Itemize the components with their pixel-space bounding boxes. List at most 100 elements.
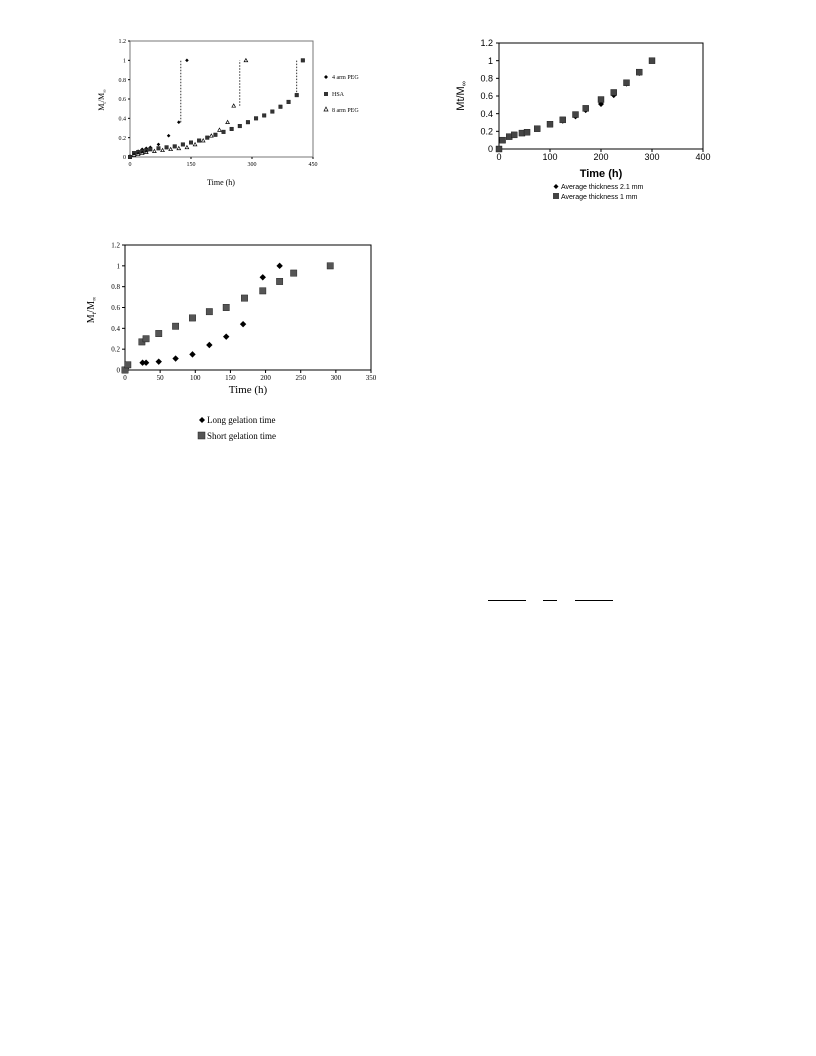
square-point xyxy=(259,287,267,295)
square-point xyxy=(270,109,275,114)
triangle-point xyxy=(160,147,165,153)
square-point xyxy=(127,154,132,159)
square-point xyxy=(559,116,566,124)
triangle-point xyxy=(131,152,137,157)
svg-text:Mt/M∞: Mt/M∞ xyxy=(97,89,108,111)
square-point xyxy=(172,322,180,330)
legend-marker-square xyxy=(553,193,559,199)
y-tick-label: 0.8 xyxy=(119,78,127,84)
diamond-point xyxy=(166,133,171,138)
x-tick-label: 250 xyxy=(295,374,306,382)
y-tick-label: 1.2 xyxy=(119,39,127,45)
x-tick-label: 0 xyxy=(496,152,501,162)
y-tick-label: 0.6 xyxy=(111,304,120,312)
square-point xyxy=(290,269,298,277)
x-tick-label: 400 xyxy=(695,152,710,162)
y-axis: 0 0.2 0.4 0.6 0.8 1 1.2 xyxy=(119,39,130,161)
y-tick-label: 0.2 xyxy=(111,346,120,354)
y-axis: 0 0.2 0.4 0.6 0.8 1 1.2 xyxy=(111,241,125,374)
triangle-point xyxy=(243,57,249,63)
triangle-point xyxy=(231,103,237,108)
legend-label-thickness-1: Average thickness 1 mm xyxy=(561,194,638,201)
square-point xyxy=(499,136,506,144)
svg-text:Mt/M∞: Mt/M∞ xyxy=(455,81,468,110)
square-point xyxy=(164,145,169,150)
svg-text:Mt/M∞: Mt/M∞ xyxy=(86,297,98,324)
y-tick-label: 1 xyxy=(488,56,493,66)
triangle-point xyxy=(200,138,206,143)
y-axis: 0 0.2 0.4 0.6 0.8 1 1.2 xyxy=(480,38,499,154)
square-point xyxy=(229,126,234,131)
diamond-point xyxy=(259,274,266,281)
y-tick-label: 0.4 xyxy=(480,109,493,119)
triangle-point xyxy=(184,144,190,150)
fraction-line-right xyxy=(575,600,613,601)
x-tick-label: 300 xyxy=(331,374,342,382)
x-tick-label: 50 xyxy=(157,374,165,382)
legend-label-hsa: HSA xyxy=(332,92,345,98)
legend-label-long-gelation: Long gelation time xyxy=(207,415,275,425)
square-point xyxy=(197,138,202,143)
fraction-line-left xyxy=(488,600,526,601)
square-point xyxy=(582,105,589,112)
square-point xyxy=(156,146,161,151)
square-point xyxy=(188,140,193,145)
legend-marker-triangle xyxy=(323,106,329,112)
triangle-point xyxy=(217,127,222,132)
triangle-point xyxy=(135,151,141,156)
square-point xyxy=(546,121,554,128)
triangle-point xyxy=(225,119,230,124)
y-tick-label: 0 xyxy=(117,366,121,374)
y-tick-label: 1.2 xyxy=(480,38,493,48)
square-point xyxy=(254,116,259,121)
square-point xyxy=(294,93,299,98)
x-tick-label: 350 xyxy=(366,374,377,382)
square-point xyxy=(262,113,267,118)
diamond-point xyxy=(276,262,283,270)
square-point xyxy=(597,96,605,103)
legend-marker-square xyxy=(197,431,206,440)
y-tick-label: 0.6 xyxy=(119,97,127,103)
x-tick-label: 100 xyxy=(542,152,557,162)
diamond-point xyxy=(177,120,181,124)
x-tick-label: 0 xyxy=(129,162,132,168)
square-point xyxy=(205,308,213,316)
triangle-point xyxy=(152,148,157,153)
square-point xyxy=(189,314,196,322)
diamond-point xyxy=(172,355,179,362)
y-tick-label: 0.8 xyxy=(111,283,120,291)
diamond-point xyxy=(142,359,150,366)
data-points xyxy=(495,57,656,153)
y-tick-label: 0 xyxy=(123,155,126,161)
legend-label-4-arm-peg: 4 arm PEG xyxy=(332,75,359,81)
square-point xyxy=(155,330,163,337)
y-tick-label: 0 xyxy=(488,144,493,154)
square-point xyxy=(495,145,503,153)
legend-marker-diamond xyxy=(199,417,205,423)
y-tick-label: 1.2 xyxy=(111,241,120,249)
legend: Long gelation time Short gelation time xyxy=(197,415,276,441)
x-tick-label: 200 xyxy=(260,374,271,382)
triangle-point xyxy=(143,149,149,154)
square-point xyxy=(610,89,617,96)
square-point xyxy=(623,79,630,86)
x-axis: 0 50 100 150 200 250 300 350 xyxy=(123,370,377,382)
square-point xyxy=(142,335,150,343)
x-tick-label: 150 xyxy=(187,162,196,168)
x-axis-label: Time (h) xyxy=(580,168,623,180)
x-tick-label: 300 xyxy=(248,162,257,168)
y-axis-label: Mt/M∞ xyxy=(86,297,98,324)
triangle-point xyxy=(168,146,174,152)
x-tick-label: 100 xyxy=(190,374,201,382)
legend-label-8-arm-peg: 8 arm PEG xyxy=(332,108,359,114)
square-point xyxy=(245,120,250,125)
square-point xyxy=(213,132,218,137)
x-tick-label: 0 xyxy=(123,374,127,382)
diamond-point xyxy=(239,320,247,328)
square-point xyxy=(148,147,153,152)
vertical-lines xyxy=(180,60,298,123)
fraction-line-mid xyxy=(543,600,557,601)
